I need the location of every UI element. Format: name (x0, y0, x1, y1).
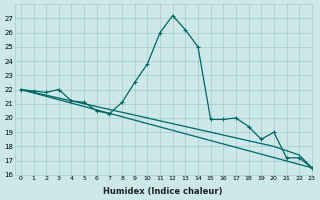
X-axis label: Humidex (Indice chaleur): Humidex (Indice chaleur) (103, 187, 223, 196)
